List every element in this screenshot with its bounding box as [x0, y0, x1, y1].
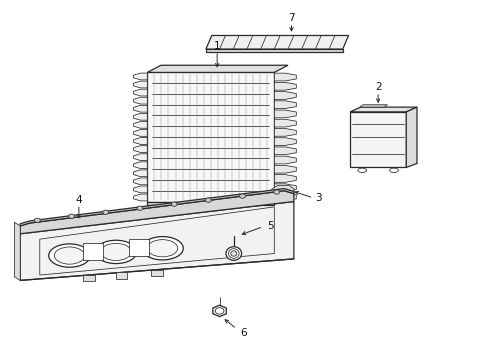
- Text: 1: 1: [214, 41, 220, 51]
- Polygon shape: [134, 194, 147, 201]
- Polygon shape: [14, 222, 20, 280]
- Polygon shape: [274, 138, 296, 145]
- Circle shape: [240, 194, 245, 198]
- Text: 3: 3: [315, 193, 321, 203]
- Polygon shape: [350, 112, 406, 167]
- Polygon shape: [20, 189, 294, 226]
- Polygon shape: [116, 273, 127, 279]
- Circle shape: [34, 218, 40, 222]
- Polygon shape: [134, 105, 147, 112]
- Polygon shape: [129, 239, 149, 256]
- Polygon shape: [274, 82, 296, 90]
- Polygon shape: [134, 170, 147, 177]
- Polygon shape: [134, 178, 147, 185]
- Polygon shape: [134, 113, 147, 120]
- Circle shape: [205, 198, 211, 202]
- Polygon shape: [274, 147, 296, 155]
- Polygon shape: [134, 73, 147, 80]
- Polygon shape: [274, 101, 296, 109]
- Polygon shape: [406, 107, 417, 167]
- Text: 7: 7: [288, 13, 295, 23]
- Polygon shape: [134, 186, 147, 193]
- Ellipse shape: [390, 168, 398, 172]
- Polygon shape: [134, 130, 147, 136]
- Ellipse shape: [142, 237, 183, 260]
- Polygon shape: [274, 73, 296, 81]
- Circle shape: [103, 210, 109, 215]
- Ellipse shape: [226, 247, 242, 260]
- Polygon shape: [274, 184, 296, 192]
- Ellipse shape: [147, 240, 178, 257]
- Polygon shape: [134, 121, 147, 128]
- Circle shape: [215, 308, 224, 314]
- Ellipse shape: [101, 243, 131, 261]
- Polygon shape: [272, 185, 294, 196]
- Polygon shape: [274, 119, 296, 127]
- Polygon shape: [350, 107, 417, 112]
- Polygon shape: [274, 156, 296, 164]
- Polygon shape: [206, 49, 343, 52]
- Polygon shape: [134, 162, 147, 168]
- Polygon shape: [134, 81, 147, 88]
- Polygon shape: [151, 270, 163, 276]
- Polygon shape: [274, 165, 296, 173]
- Text: 4: 4: [75, 195, 82, 205]
- Polygon shape: [274, 193, 296, 201]
- Polygon shape: [134, 154, 147, 161]
- Circle shape: [274, 190, 280, 194]
- Polygon shape: [20, 202, 294, 280]
- Polygon shape: [213, 305, 226, 317]
- Polygon shape: [134, 97, 147, 104]
- Ellipse shape: [358, 168, 367, 172]
- Ellipse shape: [49, 244, 90, 267]
- Polygon shape: [147, 72, 274, 202]
- Polygon shape: [134, 138, 147, 144]
- Polygon shape: [274, 129, 296, 136]
- Polygon shape: [147, 202, 274, 205]
- Ellipse shape: [54, 247, 85, 264]
- Circle shape: [69, 214, 74, 219]
- Polygon shape: [83, 275, 95, 282]
- Circle shape: [137, 206, 143, 210]
- Ellipse shape: [95, 240, 137, 264]
- Circle shape: [171, 202, 177, 206]
- Polygon shape: [274, 110, 296, 118]
- Polygon shape: [360, 105, 388, 107]
- Polygon shape: [147, 65, 288, 72]
- Text: 2: 2: [375, 82, 381, 93]
- Polygon shape: [83, 243, 102, 260]
- Polygon shape: [20, 191, 294, 234]
- Polygon shape: [274, 175, 296, 182]
- Ellipse shape: [228, 249, 239, 258]
- Ellipse shape: [231, 251, 237, 256]
- Polygon shape: [134, 89, 147, 96]
- Text: 6: 6: [241, 328, 247, 338]
- Polygon shape: [206, 36, 348, 49]
- Polygon shape: [134, 146, 147, 152]
- Text: 5: 5: [267, 221, 274, 230]
- Polygon shape: [274, 91, 296, 99]
